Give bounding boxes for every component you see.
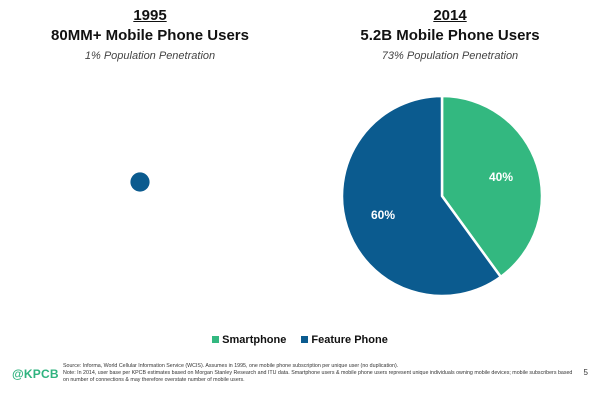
legend-item-feature-phone: Feature Phone bbox=[301, 333, 388, 347]
panel-2014-header: 2014 5.2B Mobile Phone Users 73% Populat… bbox=[300, 6, 600, 65]
source-line-1: Source: Informa, World Cellular Informat… bbox=[63, 363, 399, 369]
users-2014-headline: 5.2B Mobile Phone Users bbox=[360, 27, 540, 44]
legend-label-smartphone: Smartphone bbox=[222, 334, 287, 346]
penetration-2014-subline: 73% Population Penetration bbox=[381, 50, 519, 62]
legend-label-feature-phone: Feature Phone bbox=[311, 334, 388, 346]
source-note: Source: Informa, World Cellular Informat… bbox=[63, 363, 575, 384]
legend-swatch-feature-phone bbox=[301, 336, 309, 343]
chart-legend: Smartphone Feature Phone bbox=[0, 333, 600, 347]
year-2014-title: 2014 bbox=[433, 7, 467, 24]
data-label-2014-feature-phone: 60% bbox=[371, 208, 395, 222]
users-1995-headline: 80MM+ Mobile Phone Users bbox=[51, 27, 249, 44]
legend-swatch-smartphone bbox=[212, 336, 220, 343]
page-number: 5 bbox=[583, 368, 588, 377]
year-1995-title: 1995 bbox=[133, 7, 167, 24]
source-line-2: Note: In 2014, user base per KPCB estima… bbox=[63, 370, 573, 383]
pie-slice-1995-feature-phone bbox=[130, 172, 150, 192]
legend-item-smartphone: Smartphone bbox=[212, 333, 286, 347]
pie-chart-2014: 40% 60% bbox=[340, 94, 544, 298]
pie-slice-2014-feature-phone bbox=[340, 94, 503, 298]
panel-1995-header: 1995 80MM+ Mobile Phone Users 1% Populat… bbox=[0, 6, 300, 65]
kpcb-logo: @KPCB bbox=[12, 367, 59, 381]
penetration-1995-subline: 1% Population Penetration bbox=[84, 50, 216, 62]
pie-chart-1995 bbox=[130, 172, 150, 192]
data-label-2014-smartphone: 40% bbox=[489, 170, 513, 184]
pie-slice-2014-smartphone bbox=[440, 94, 544, 279]
